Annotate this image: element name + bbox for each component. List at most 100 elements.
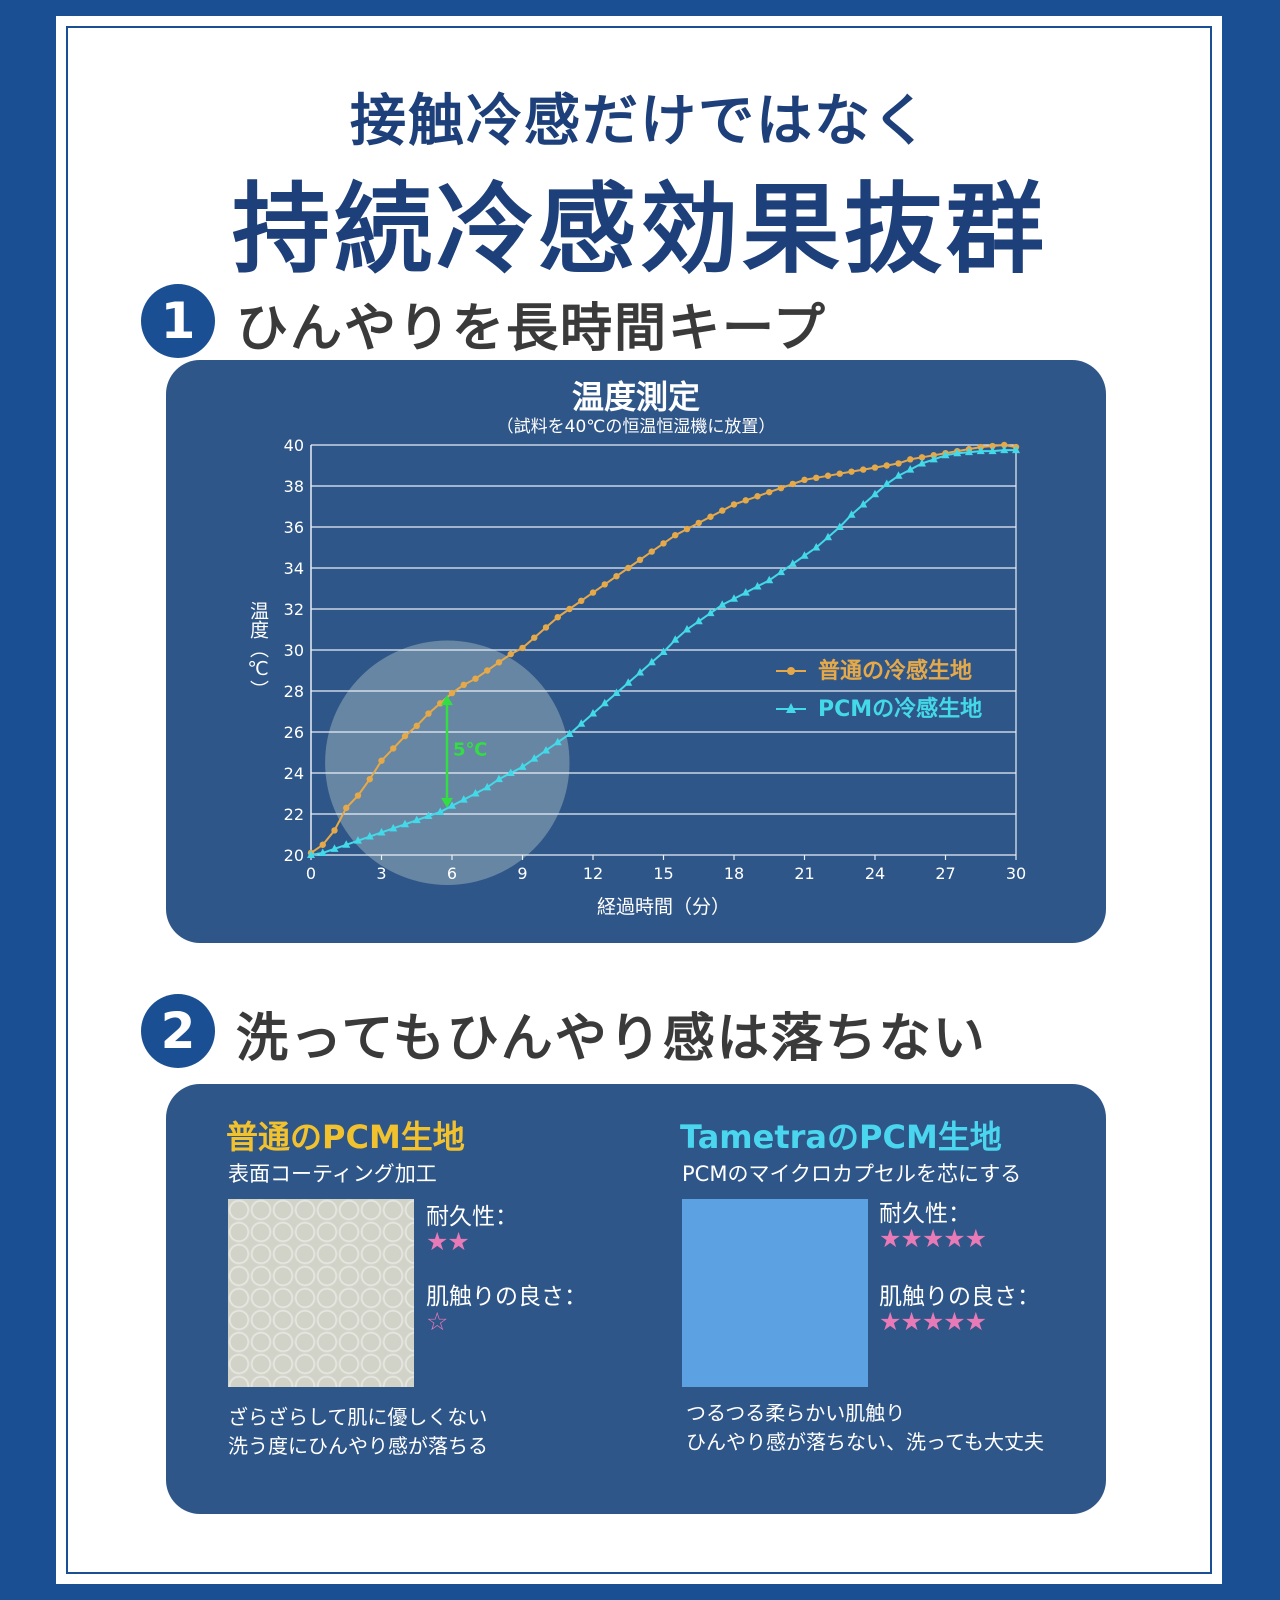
x-axis-label: 経過時間（分）: [597, 896, 730, 918]
data-point-pcm: [365, 832, 374, 840]
data-point-pcm: [354, 836, 362, 844]
data-point-normal: [1001, 441, 1008, 449]
data-point-normal: [836, 470, 843, 477]
data-point-pcm: [448, 801, 456, 809]
normal-durability-label: 耐久性：: [426, 1204, 518, 1230]
data-point-normal: [801, 476, 808, 484]
data-point-pcm: [694, 616, 703, 625]
x-tick-label: 24: [865, 864, 885, 883]
data-point-pcm: [330, 844, 339, 852]
data-point-pcm: [777, 567, 785, 576]
data-point-pcm: [577, 719, 586, 727]
y-tick-label: 36: [284, 518, 304, 537]
data-point-normal: [601, 581, 608, 588]
data-point-pcm: [542, 745, 550, 754]
data-point-normal: [871, 464, 879, 471]
headline-top: 接触冷感だけではなく: [350, 89, 930, 154]
data-point-pcm: [389, 823, 398, 832]
x-tick-label: 3: [376, 864, 386, 883]
data-point-normal: [625, 564, 632, 572]
data-point-normal: [460, 681, 467, 689]
data-point-pcm: [929, 454, 938, 463]
data-point-pcm: [600, 698, 609, 707]
data-point-normal: [507, 650, 514, 658]
x-tick-label: 12: [583, 864, 603, 883]
data-point-pcm: [401, 819, 409, 828]
arrow-head-down: [441, 797, 453, 808]
data-point-pcm: [483, 782, 492, 791]
data-point-normal: [883, 462, 890, 469]
data-point-pcm: [459, 795, 468, 803]
tametra-touch-stars: ★★★★★: [879, 1307, 987, 1336]
legend-marker-normal: [787, 667, 795, 675]
data-point-normal: [531, 634, 538, 641]
data-point-pcm: [318, 848, 327, 856]
x-tick-label: 6: [447, 864, 457, 883]
data-point-normal: [860, 466, 867, 473]
legend-marker-pcm: [786, 703, 796, 713]
tametra-fabric-subtitle: PCMのマイクロカプセルを芯にする: [682, 1162, 1022, 1186]
x-tick-label: 27: [935, 864, 955, 883]
data-point-pcm: [589, 709, 597, 717]
x-tick-label: 21: [794, 864, 814, 883]
tametra-touch-label: 肌触りの良さ：: [879, 1284, 1040, 1310]
data-point-pcm: [624, 678, 633, 686]
data-point-pcm: [976, 446, 985, 455]
data-point-pcm: [424, 811, 433, 820]
data-point-pcm: [847, 510, 856, 518]
data-point-pcm: [683, 625, 691, 633]
data-point-normal: [777, 484, 785, 492]
y-tick-label: 40: [284, 436, 304, 455]
x-tick-label: 18: [724, 864, 744, 883]
data-point-pcm: [412, 815, 421, 824]
section-number-1: 1: [141, 284, 215, 358]
data-point-pcm: [612, 688, 621, 697]
data-point-normal: [484, 667, 491, 674]
y-tick-label: 26: [284, 723, 304, 742]
data-point-normal: [813, 474, 820, 481]
data-point-normal: [918, 454, 926, 461]
data-point-pcm: [965, 447, 973, 456]
data-point-normal: [425, 710, 432, 717]
comparison-panel: 普通のPCM生地 表面コーティング加工 耐久性： ★★ 肌触りの良さ： ☆ ざら…: [166, 1084, 1106, 1514]
section-title-2: 洗ってもひんやり感は落ちない: [236, 1009, 987, 1069]
data-point-pcm: [671, 635, 680, 643]
data-point-pcm: [812, 543, 821, 551]
data-point-pcm: [741, 588, 750, 596]
data-point-pcm: [471, 789, 480, 797]
data-point-normal: [413, 722, 420, 730]
data-point-pcm: [518, 762, 527, 770]
data-point-pcm: [953, 448, 962, 457]
data-point-normal: [366, 775, 373, 783]
data-point-normal: [895, 460, 902, 467]
y-tick-label: 30: [284, 641, 304, 660]
data-point-normal: [848, 468, 855, 475]
data-point-pcm: [906, 465, 915, 473]
data-point-pcm: [506, 768, 515, 776]
data-point-normal: [613, 573, 620, 580]
data-point-pcm: [342, 840, 351, 848]
data-point-normal: [472, 675, 479, 682]
headline-main: 持続冷感効果抜群: [231, 173, 1048, 287]
data-point-normal: [578, 597, 585, 604]
legend-label: PCMの冷感生地: [818, 696, 982, 722]
data-point-pcm: [824, 532, 832, 541]
y-tick-label: 32: [284, 600, 304, 619]
section-title-1: ひんやりを長時間キープ: [236, 299, 827, 359]
data-point-pcm: [871, 489, 879, 498]
data-point-pcm: [1012, 445, 1020, 454]
data-point-normal: [589, 589, 597, 596]
normal-note-line1: ざらざらして肌に優しくない: [228, 1405, 488, 1429]
data-point-normal: [824, 472, 832, 479]
data-point-pcm: [659, 647, 668, 656]
data-point-normal: [319, 841, 326, 848]
y-tick-label: 20: [284, 846, 304, 865]
data-point-normal: [648, 548, 655, 555]
data-point-normal: [660, 540, 667, 547]
normal-touch-label: 肌触りの良さ：: [426, 1284, 587, 1310]
arrow-head-up: [441, 695, 453, 706]
data-point-pcm: [882, 479, 891, 487]
normal-fabric-subtitle: 表面コーティング加工: [228, 1162, 437, 1186]
tametra-durability-label: 耐久性：: [879, 1201, 971, 1227]
data-point-pcm: [800, 551, 809, 559]
